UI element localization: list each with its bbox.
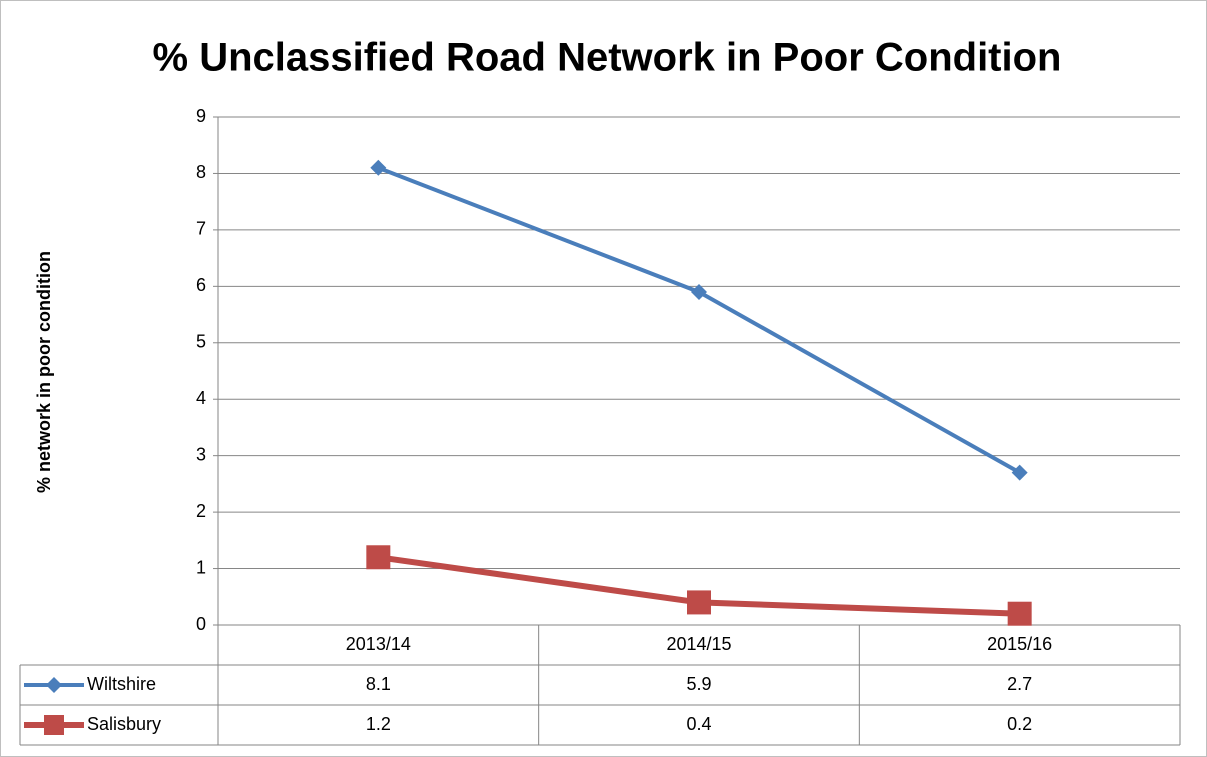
y-tick-label: 6 (196, 275, 206, 295)
legend-label: Salisbury (87, 714, 161, 734)
y-tick-label: 4 (196, 388, 206, 408)
y-tick-label: 9 (196, 106, 206, 126)
table-value: 2.7 (1007, 674, 1032, 694)
data-point (1011, 464, 1028, 481)
data-point (687, 590, 711, 615)
data-point (1007, 601, 1032, 626)
table-value: 5.9 (686, 674, 711, 694)
x-tick-label: 2013/14 (346, 634, 411, 654)
y-tick-label: 7 (196, 219, 206, 239)
legend-marker (46, 677, 62, 693)
x-tick-label: 2014/15 (666, 634, 731, 654)
table-value: 0.2 (1007, 714, 1032, 734)
legend-label: Wiltshire (87, 674, 156, 694)
data-point (366, 545, 391, 570)
table-value: 8.1 (366, 674, 391, 694)
data-point (691, 283, 707, 300)
y-tick-label: 1 (196, 557, 206, 577)
y-tick-label: 0 (196, 614, 206, 634)
y-tick-label: 8 (196, 162, 206, 182)
data-point (370, 159, 387, 176)
x-tick-label: 2015/16 (987, 634, 1052, 654)
table-value: 1.2 (366, 714, 391, 734)
y-tick-label: 5 (196, 332, 206, 352)
y-axis-title: % network in poor condition (34, 251, 54, 493)
y-tick-label: 2 (196, 501, 206, 521)
y-tick-label: 3 (196, 444, 206, 464)
table-value: 0.4 (686, 714, 711, 734)
chart-title: % Unclassified Road Network in Poor Cond… (153, 36, 1062, 80)
legend-marker (44, 715, 64, 735)
